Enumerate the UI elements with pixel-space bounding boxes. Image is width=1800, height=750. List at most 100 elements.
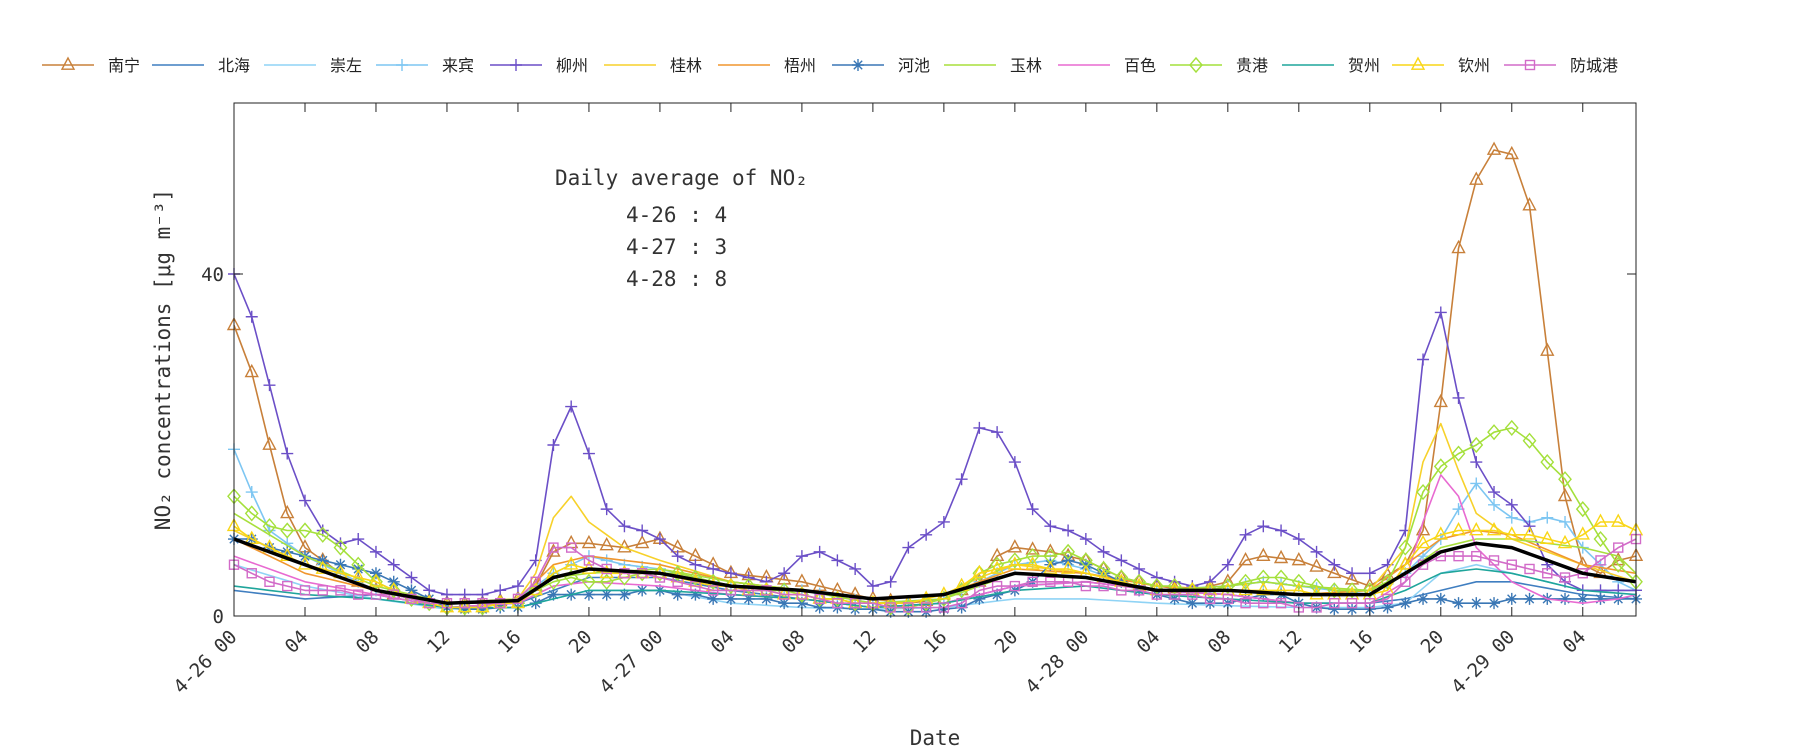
data-point [814, 593, 825, 605]
data-point [351, 569, 366, 583]
data-point [1133, 562, 1146, 575]
data-point [1540, 530, 1555, 544]
data-point [1541, 511, 1554, 524]
data-point [1504, 419, 1519, 436]
data-point [724, 567, 737, 580]
data-point [353, 589, 364, 600]
data-point [582, 573, 596, 590]
data-point [317, 585, 328, 596]
legend-item: 玉林 [944, 56, 1042, 75]
data-point [707, 592, 720, 605]
data-point [1256, 581, 1271, 596]
data-point [742, 571, 755, 584]
y-tick-label: 40 [201, 264, 224, 286]
data-point [707, 585, 719, 596]
data-point [1522, 197, 1537, 211]
data-point [263, 379, 276, 392]
data-point [60, 56, 76, 70]
data-point [832, 597, 843, 609]
data-point [1062, 554, 1075, 567]
x-tick-label: 20 [565, 626, 597, 658]
data-point [761, 585, 772, 596]
data-point [1434, 306, 1447, 319]
data-point [635, 534, 650, 549]
data-point [599, 573, 614, 590]
data-point [1410, 56, 1426, 70]
x-tick-label: 12 [1275, 626, 1307, 658]
data-point [1523, 592, 1536, 605]
data-point [547, 588, 560, 601]
data-point [671, 550, 684, 563]
legend-label: 防城港 [1570, 56, 1618, 75]
data-point [1291, 573, 1306, 590]
data-point [494, 584, 507, 597]
plot-frame [233, 102, 1637, 617]
data-point [974, 585, 985, 596]
data-point [369, 545, 382, 558]
data-point [458, 603, 471, 616]
data-point [368, 573, 384, 587]
series-15 [233, 537, 1637, 605]
data-point [618, 520, 631, 533]
data-point [510, 59, 522, 71]
data-point [1433, 393, 1448, 408]
data-point [1505, 511, 1518, 524]
data-point [1150, 571, 1163, 584]
legend-label: 河池 [898, 56, 930, 75]
data-point [511, 580, 524, 593]
data-point [1470, 477, 1483, 490]
annotation-line: 4-27 : 3 [626, 235, 727, 259]
data-point [956, 597, 967, 609]
data-point [1557, 487, 1573, 502]
data-point [884, 575, 897, 588]
data-point [1008, 456, 1021, 469]
data-point [1061, 543, 1076, 560]
data-point [1434, 592, 1447, 605]
data-point [1292, 533, 1305, 546]
data-point [1593, 513, 1608, 527]
data-point [1488, 597, 1501, 610]
legend-item: 钦州 [1392, 56, 1490, 75]
series-1 [226, 141, 1644, 609]
data-point [1559, 515, 1572, 528]
data-point [315, 526, 330, 543]
y-tick-label: 0 [213, 606, 224, 628]
data-point [281, 545, 294, 558]
data-point [1486, 141, 1502, 155]
data-point [530, 576, 541, 587]
data-point [1382, 593, 1393, 605]
data-point [1027, 576, 1038, 587]
data-point [1575, 526, 1590, 540]
data-point [1417, 592, 1430, 605]
series-4 [228, 443, 1642, 610]
data-point [1524, 563, 1535, 575]
data-point [1273, 549, 1289, 564]
data-point [813, 601, 826, 614]
data-point [1045, 576, 1056, 587]
legend-label: 玉林 [1010, 56, 1042, 75]
data-point [1186, 597, 1199, 610]
data-point [1488, 498, 1501, 511]
data-point [1611, 556, 1626, 573]
data-point [989, 547, 1005, 562]
data-point [989, 560, 1005, 574]
data-point [352, 562, 365, 575]
data-point [565, 542, 577, 553]
data-point [244, 363, 259, 378]
data-point [1327, 564, 1342, 579]
data-point [405, 571, 418, 584]
data-point [1149, 577, 1164, 595]
data-point [1451, 522, 1466, 536]
data-point [1593, 530, 1608, 548]
data-point [795, 597, 808, 610]
data-point [548, 542, 559, 553]
data-point [636, 524, 649, 537]
data-point [1007, 556, 1023, 570]
data-point [1505, 592, 1518, 605]
series-9 [233, 512, 1637, 604]
legend-label: 崇左 [330, 56, 362, 75]
plot-marks [226, 141, 1644, 618]
data-point [670, 565, 685, 582]
data-point [689, 558, 702, 571]
